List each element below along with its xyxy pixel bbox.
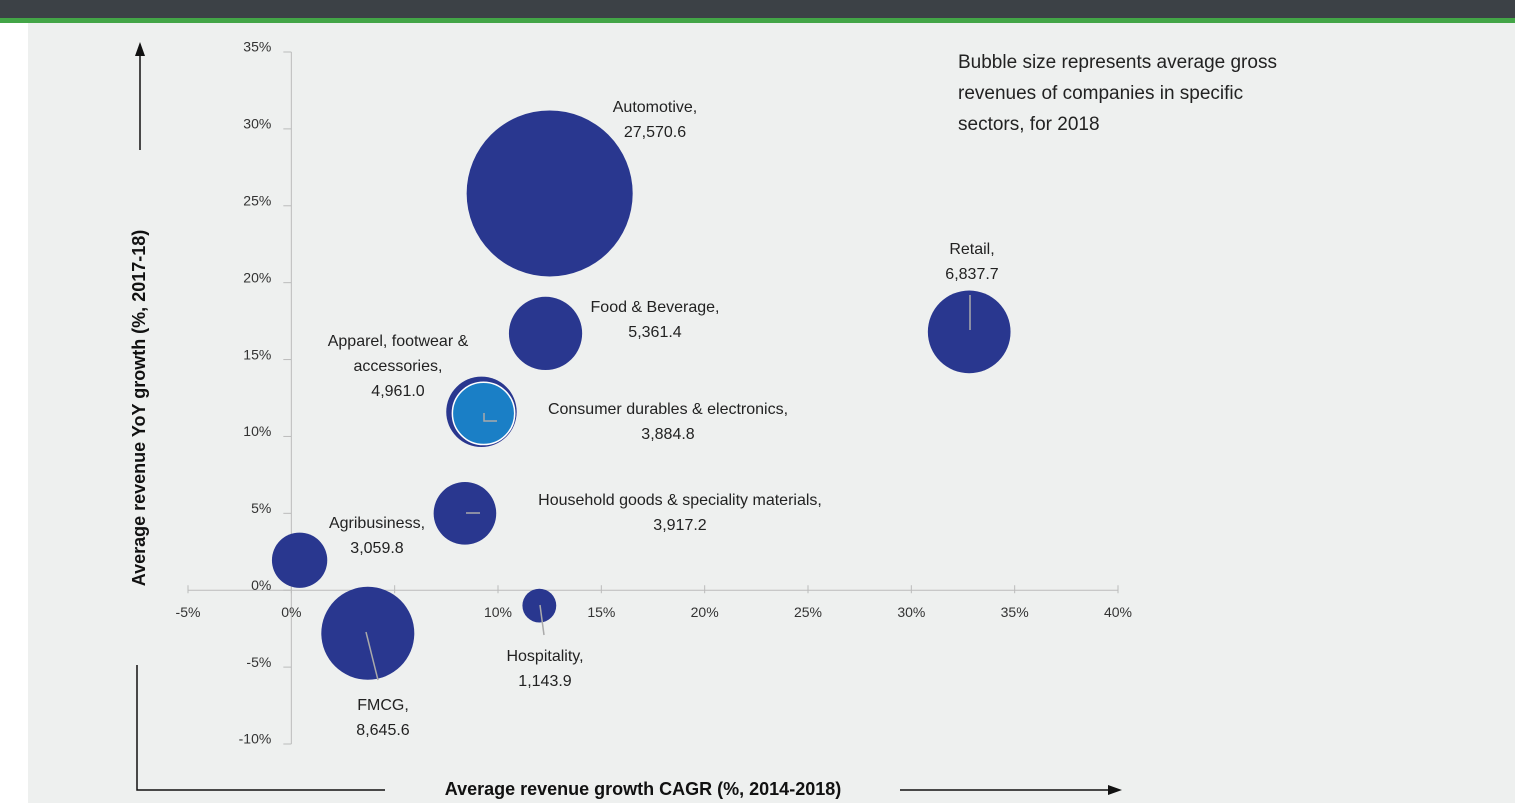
bubble-label: Automotive, <box>613 99 697 116</box>
bubble-label: Agribusiness, <box>329 515 425 532</box>
bubble-value-label: 27,570.6 <box>624 124 686 141</box>
bubble-label: FMCG, <box>357 697 409 714</box>
x-tick-label: 20% <box>691 604 719 620</box>
accent-bar <box>0 18 1515 23</box>
bubble-label: Hospitality, <box>506 648 583 665</box>
bubble <box>508 296 583 371</box>
y-tick-label: 0% <box>251 577 271 593</box>
bubble-value-label: 5,361.4 <box>628 324 681 341</box>
axis-arrows <box>135 42 1122 795</box>
panel <box>28 22 1515 803</box>
bubble-value-label: 8,645.6 <box>356 722 409 739</box>
bubble-label: Apparel, footwear & accessories, <box>328 333 469 375</box>
text-line: Automotive, <box>613 99 697 116</box>
text-line: Retail, <box>949 241 994 258</box>
y-tick-label: -5% <box>246 654 271 670</box>
x-tick-label: 35% <box>1001 604 1029 620</box>
y-tick-label: 5% <box>251 500 271 516</box>
top-bar <box>0 0 1515 18</box>
bubble-label: Household goods & speciality materials, <box>538 492 822 509</box>
leader-line <box>539 604 545 636</box>
bubble <box>927 290 1011 374</box>
bubble-value-label: 1,143.9 <box>518 673 571 690</box>
text-line: revenues of companies in specific <box>958 83 1243 104</box>
text-line: Household goods & speciality materials, <box>538 492 822 509</box>
bubble-label: Food & Beverage, <box>591 299 720 316</box>
text-line: accessories, <box>354 358 443 375</box>
bubble-value-label: 4,961.0 <box>371 383 424 400</box>
y-tick-label: -10% <box>239 731 272 747</box>
x-tick-label: 0% <box>281 604 301 620</box>
leader-line <box>365 631 379 681</box>
text-line: Agribusiness, <box>329 515 425 532</box>
annotation: Bubble size represents average gross reve… <box>958 52 1277 135</box>
x-tick-label: 25% <box>794 604 822 620</box>
y-tick-label: 20% <box>243 269 271 285</box>
text-line: Food & Beverage, <box>591 299 720 316</box>
text-line: Hospitality, <box>506 648 583 665</box>
x-tick-label: 40% <box>1104 604 1132 620</box>
bubble-label: Retail, <box>949 241 994 258</box>
y-tick-label: 30% <box>243 116 271 132</box>
text-line: Consumer durables & electronics, <box>548 401 788 418</box>
text-line: sectors, for 2018 <box>958 114 1100 135</box>
text-line: FMCG, <box>357 697 409 714</box>
bubble <box>321 586 415 680</box>
x-tick-label: 15% <box>587 604 615 620</box>
bubble-value-label: 3,884.8 <box>641 426 694 443</box>
x-tick-label: 10% <box>484 604 512 620</box>
bubble-value-label: 3,917.2 <box>653 517 706 534</box>
text-line: Apparel, footwear & <box>328 333 469 350</box>
y-tick-label: 10% <box>243 423 271 439</box>
bubble-label: Consumer durables & electronics, <box>548 401 788 418</box>
y-tick-label: 15% <box>243 346 271 362</box>
bubble <box>271 532 328 588</box>
bubble <box>466 110 633 277</box>
x-axis-title: Average revenue growth CAGR (%, 2014-201… <box>445 779 841 799</box>
x-tick-label: -5% <box>176 604 201 620</box>
bubble-value-label: 3,059.8 <box>350 540 403 557</box>
y-axis-title: Average revenue YoY growth (%, 2017-18) <box>129 230 149 586</box>
x-tick-label: 30% <box>897 604 925 620</box>
bubble-value-label: 6,837.7 <box>945 266 998 283</box>
y-tick-label: 25% <box>243 192 271 208</box>
text-line: Bubble size represents average gross <box>958 52 1277 73</box>
bubble <box>433 482 497 545</box>
y-tick-label: 35% <box>243 39 271 55</box>
leader-line <box>483 413 497 422</box>
